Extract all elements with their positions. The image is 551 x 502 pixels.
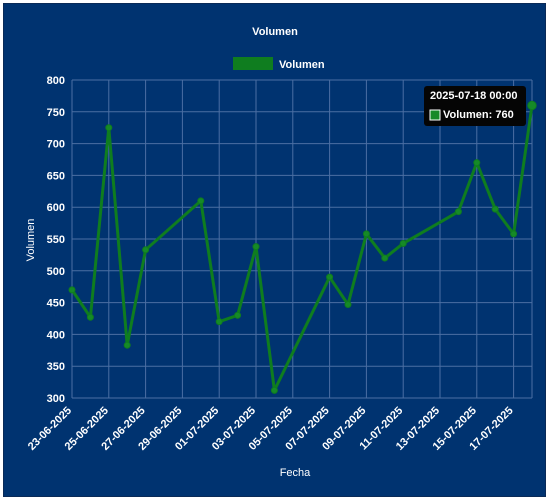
- data-point[interactable]: [326, 273, 334, 281]
- x-axis-ticks: 23-06-202525-06-202527-06-202529-06-2025…: [26, 405, 516, 453]
- tooltip-box: [424, 86, 526, 126]
- legend-label[interactable]: Volumen: [279, 59, 325, 71]
- data-point[interactable]: [142, 246, 150, 254]
- y-axis-ticks: 300 350 400 450 500 550 600 650 700 750 800: [47, 75, 65, 405]
- data-point[interactable]: [215, 318, 223, 326]
- volumen-data-points: [68, 100, 537, 394]
- data-point[interactable]: [454, 208, 462, 216]
- data-point[interactable]: [344, 301, 352, 309]
- chart-grid: [71, 79, 533, 399]
- data-point[interactable]: [68, 286, 76, 294]
- data-point[interactable]: [252, 243, 260, 251]
- tooltip-title: 2025-07-18 00:00: [430, 90, 517, 102]
- tooltip-body: Volumen: 760: [443, 109, 514, 121]
- data-point[interactable]: [399, 239, 407, 247]
- data-point[interactable]: [491, 205, 499, 213]
- data-point[interactable]: [270, 386, 278, 394]
- y-tick-label: 750: [47, 107, 65, 119]
- data-point[interactable]: [510, 230, 518, 238]
- x-axis-title: Fecha: [280, 467, 311, 479]
- data-point[interactable]: [105, 124, 113, 132]
- y-tick-label: 300: [47, 393, 65, 405]
- data-point[interactable]: [527, 100, 537, 111]
- tooltip: 2025-07-18 00:00 Volumen: 760: [424, 86, 526, 126]
- y-tick-label: 800: [47, 75, 65, 87]
- y-tick-label: 650: [47, 170, 65, 182]
- data-point[interactable]: [362, 230, 370, 238]
- y-tick-label: 700: [47, 139, 65, 151]
- data-point[interactable]: [234, 311, 242, 319]
- volumen-series-line: [70, 103, 534, 392]
- data-point[interactable]: [123, 341, 131, 349]
- y-tick-label: 400: [47, 329, 65, 341]
- legend-swatch[interactable]: [233, 57, 273, 70]
- y-tick-label: 500: [47, 266, 65, 278]
- tooltip-swatch: [429, 109, 441, 121]
- data-point[interactable]: [381, 254, 389, 262]
- y-tick-label: 450: [47, 298, 65, 310]
- y-tick-label: 550: [47, 234, 65, 246]
- y-tick-label: 350: [47, 361, 65, 373]
- y-axis-title: Volumen: [25, 219, 37, 262]
- data-point[interactable]: [86, 313, 94, 321]
- y-tick-label: 600: [47, 202, 65, 214]
- data-point[interactable]: [473, 159, 481, 167]
- chart-panel: [3, 3, 546, 497]
- chart-title: Volumen: [252, 26, 298, 38]
- data-point[interactable]: [197, 197, 205, 205]
